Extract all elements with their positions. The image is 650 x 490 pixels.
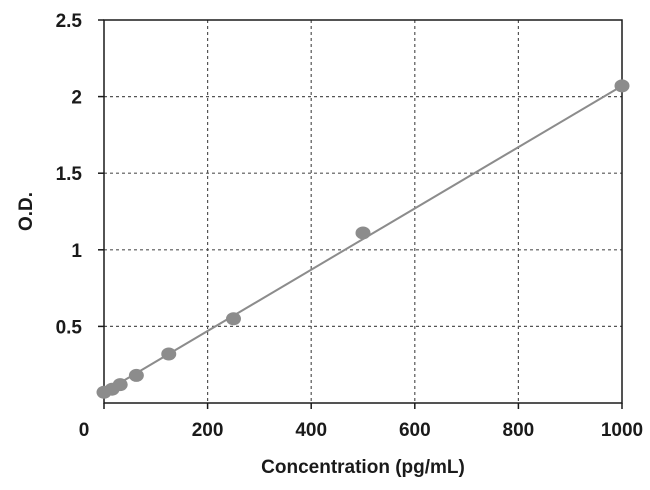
y-tick-label: 1	[71, 241, 82, 262]
x-tick-label: 600	[399, 420, 431, 441]
x-tick-label: 200	[192, 420, 224, 441]
y-tick-label: 2	[71, 88, 82, 109]
y-tick-label: 2.5	[56, 11, 83, 32]
x-tick-label: 1000	[601, 420, 643, 441]
y-axis-label: O.D.	[16, 192, 37, 231]
y-tick-label: 0.5	[56, 317, 83, 338]
y-axis-ticks: 0.5 1 1.5 2 2.5	[56, 11, 104, 338]
y-tick-label: 1.5	[56, 164, 83, 185]
x-tick-label: 0	[79, 420, 90, 441]
grid	[104, 20, 622, 403]
data-point	[161, 347, 177, 361]
data-point	[355, 226, 371, 240]
x-tick-label: 400	[295, 420, 327, 441]
plot-area-frame	[103, 19, 623, 404]
data-point	[226, 312, 241, 326]
data-point	[128, 368, 144, 382]
data-point	[112, 378, 128, 392]
x-tick-label: 800	[503, 420, 535, 441]
data-point	[614, 79, 630, 93]
x-axis-label: Concentration (pg/mL)	[261, 457, 465, 478]
data-points	[96, 79, 630, 399]
x-axis-ticks: 0 200 400 600 800 1000	[79, 403, 643, 441]
